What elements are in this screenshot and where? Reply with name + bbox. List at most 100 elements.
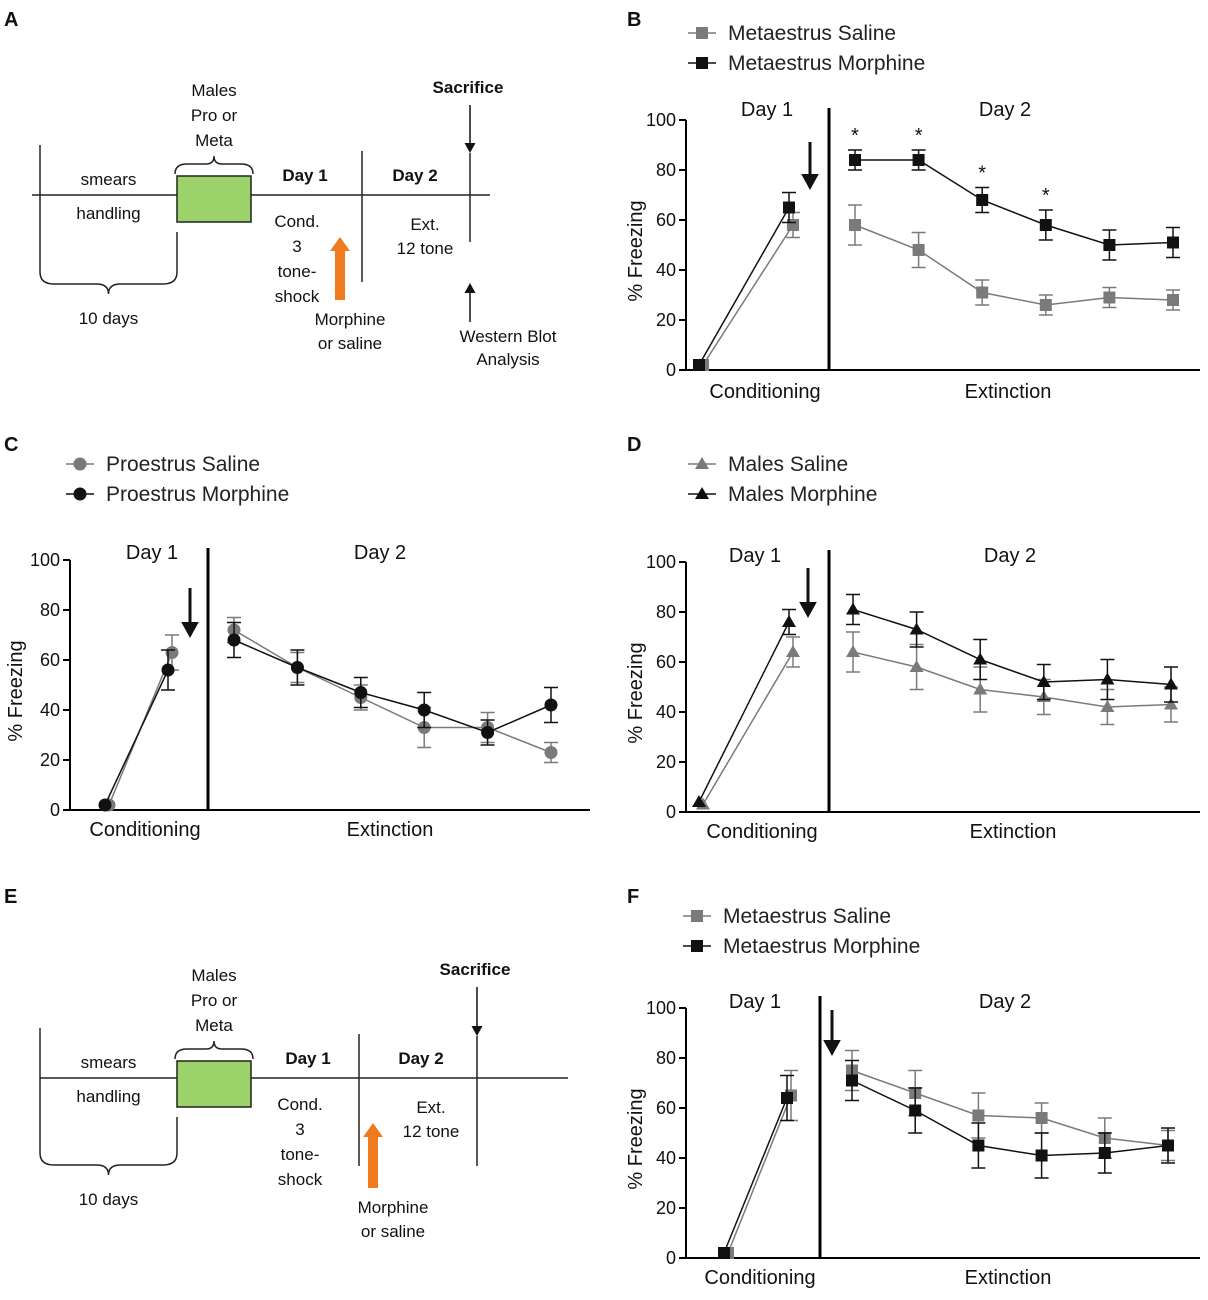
- chart-b-legend-marker: [696, 27, 708, 39]
- timeline-e: 10 days Males Pro or Meta smears handling Day …: [39, 960, 568, 1241]
- chart-b-data-point: [1167, 294, 1179, 306]
- chart-b-conditioning-label: Conditioning: [709, 381, 820, 403]
- chart-c-day2-label: Day 2: [354, 542, 406, 564]
- timeline-e-extinction-label: Ext.: [416, 1098, 445, 1117]
- panel-label-c: C: [4, 434, 18, 456]
- timeline-a-duration-brace: [39, 271, 178, 295]
- chart-d-data-point: [909, 622, 924, 635]
- timeline-a-smears-label: smears: [81, 170, 137, 189]
- chart-c-series-1: [102, 616, 558, 812]
- chart-d-y-tick-label: 40: [656, 702, 676, 722]
- timeline-a-duration-label: 10 days: [79, 309, 139, 328]
- chart-b-data-point: [693, 359, 705, 371]
- chart-d-data-point: [973, 682, 988, 695]
- chart-c-legend-label: Proestrus Saline: [106, 453, 260, 476]
- chart-d-data-point: [846, 602, 860, 615]
- chart-d-data-point: [1164, 697, 1178, 710]
- chart-d-injection-arrow-head: [799, 602, 817, 618]
- chart-f-data-point: [718, 1247, 730, 1259]
- chart-b-extinction-line: [855, 159, 1174, 246]
- chart-b-y-tick-label: 100: [646, 110, 676, 130]
- timeline-e-conditioning-label: Cond.: [277, 1095, 322, 1114]
- chart-f-conditioning-line: [727, 1095, 792, 1254]
- timeline-e-day1-label: Day 1: [285, 1049, 330, 1068]
- chart-d-conditioning-line: [702, 651, 794, 805]
- chart-b-y-axis-label: % Freezing: [625, 200, 647, 301]
- chart-d-y-axis-label: % Freezing: [625, 642, 647, 743]
- chart-b-conditioning-line: [702, 224, 794, 366]
- chart-c-y-tick-label: 40: [40, 700, 60, 720]
- chart-b-legend-label: Metaestrus Morphine: [728, 52, 925, 75]
- chart-d-extinction-label: Extinction: [970, 821, 1057, 843]
- timeline-a-assay-label: Western Blot: [459, 327, 556, 346]
- chart-b-legend-marker: [696, 57, 708, 69]
- chart-c-legend-marker: [73, 457, 87, 471]
- chart-b-data-point: [912, 244, 925, 256]
- chart-c-conditioning-label: Conditioning: [89, 819, 200, 841]
- timeline-a: 10 days Males Pro or Meta smears handling Day …: [32, 78, 557, 369]
- chart-c-legend-label: Proestrus Morphine: [106, 483, 289, 506]
- chart-f-y-tick-label: 100: [646, 998, 676, 1018]
- timeline-e-sacrifice-arrow: [471, 987, 483, 1036]
- chart-c-data-point: [227, 633, 241, 647]
- chart-b-data-point: [912, 154, 925, 166]
- panel-label-f: F: [627, 886, 639, 908]
- chart-d-data-point: [692, 795, 706, 807]
- timeline-a-group-label: Meta: [195, 131, 233, 150]
- chart-d-legend-label: Males Morphine: [728, 483, 877, 506]
- chart-d-data-point: [909, 660, 924, 672]
- chart-f-day1-label: Day 1: [729, 991, 781, 1013]
- chart-b: 0 20 40 60 80 100 % Freezing Day 1 Day 2 Conditio…: [625, 22, 1200, 403]
- chart-f-legend-label: Metaestrus Morphine: [723, 935, 920, 958]
- timeline-a-sacrifice-arrow-head: [464, 143, 476, 153]
- chart-c-data-point: [417, 703, 431, 717]
- chart-d-legend-marker: [695, 487, 709, 499]
- timeline-a-sacrifice-arrow: [464, 105, 476, 153]
- chart-b-significance-star: *: [851, 125, 859, 147]
- chart-d-data-point: [1100, 700, 1115, 712]
- chart-b-series-1: [697, 204, 1180, 371]
- timeline-e-extinction-label: 12 tone: [403, 1122, 460, 1141]
- chart-f-extinction-label: Extinction: [965, 1267, 1052, 1289]
- chart-b-y-tick-label: 0: [666, 360, 676, 380]
- chart-d-conditioning-label: Conditioning: [706, 821, 817, 843]
- timeline-e-group-label: Males: [191, 966, 236, 985]
- chart-f-data-point: [909, 1104, 922, 1117]
- timeline-a-group-label: Pro or: [191, 106, 238, 125]
- chart-d-data-point: [973, 652, 988, 665]
- chart-c-conditioning-line: [104, 669, 169, 806]
- chart-d-series-2: [692, 593, 1178, 807]
- chart-c-y-tick-label: 20: [40, 750, 60, 770]
- chart-d-injection-arrow: [799, 568, 817, 618]
- chart-c-y-axis-label: % Freezing: [5, 640, 27, 741]
- panel-label-d: D: [627, 434, 641, 456]
- timeline-e-conditioning-label: 3: [295, 1120, 304, 1139]
- chart-f-y-tick-label: 60: [656, 1098, 676, 1118]
- chart-b-data-point: [1039, 219, 1052, 231]
- chart-b-day2-label: Day 2: [979, 99, 1031, 121]
- chart-f-conditioning-line: [723, 1097, 788, 1254]
- chart-b-data-point: [849, 219, 861, 231]
- timeline-a-day2-label: Day 2: [392, 166, 437, 185]
- chart-c-injection-arrow: [181, 588, 199, 638]
- chart-d-series-1: [696, 631, 1178, 810]
- timeline-a-conditioning-label: shock: [275, 287, 320, 306]
- timeline-e-smears-label: smears: [81, 1053, 137, 1072]
- chart-b-data-point: [1167, 236, 1179, 249]
- timeline-a-conditioning-label: 3: [292, 237, 301, 256]
- chart-f-data-point: [1035, 1112, 1048, 1124]
- chart-b-significance-star: *: [915, 125, 923, 147]
- chart-b-extinction-label: Extinction: [965, 381, 1052, 403]
- chart-b-data-point: [1039, 299, 1052, 311]
- chart-c-data-point: [544, 698, 558, 712]
- chart-f-series-2: [718, 1059, 1175, 1259]
- timeline-e-group-brace: [174, 1040, 254, 1060]
- timeline-e-day2-label: Day 2: [398, 1049, 443, 1068]
- chart-c-data-point: [544, 746, 558, 759]
- timeline-e-conditioning-label: tone-: [281, 1145, 320, 1164]
- chart-b-y-tick-label: 80: [656, 160, 676, 180]
- chart-f-legend-label: Metaestrus Saline: [723, 905, 891, 928]
- chart-d-y-tick-label: 0: [666, 802, 676, 822]
- chart-f-data-point: [846, 1074, 858, 1087]
